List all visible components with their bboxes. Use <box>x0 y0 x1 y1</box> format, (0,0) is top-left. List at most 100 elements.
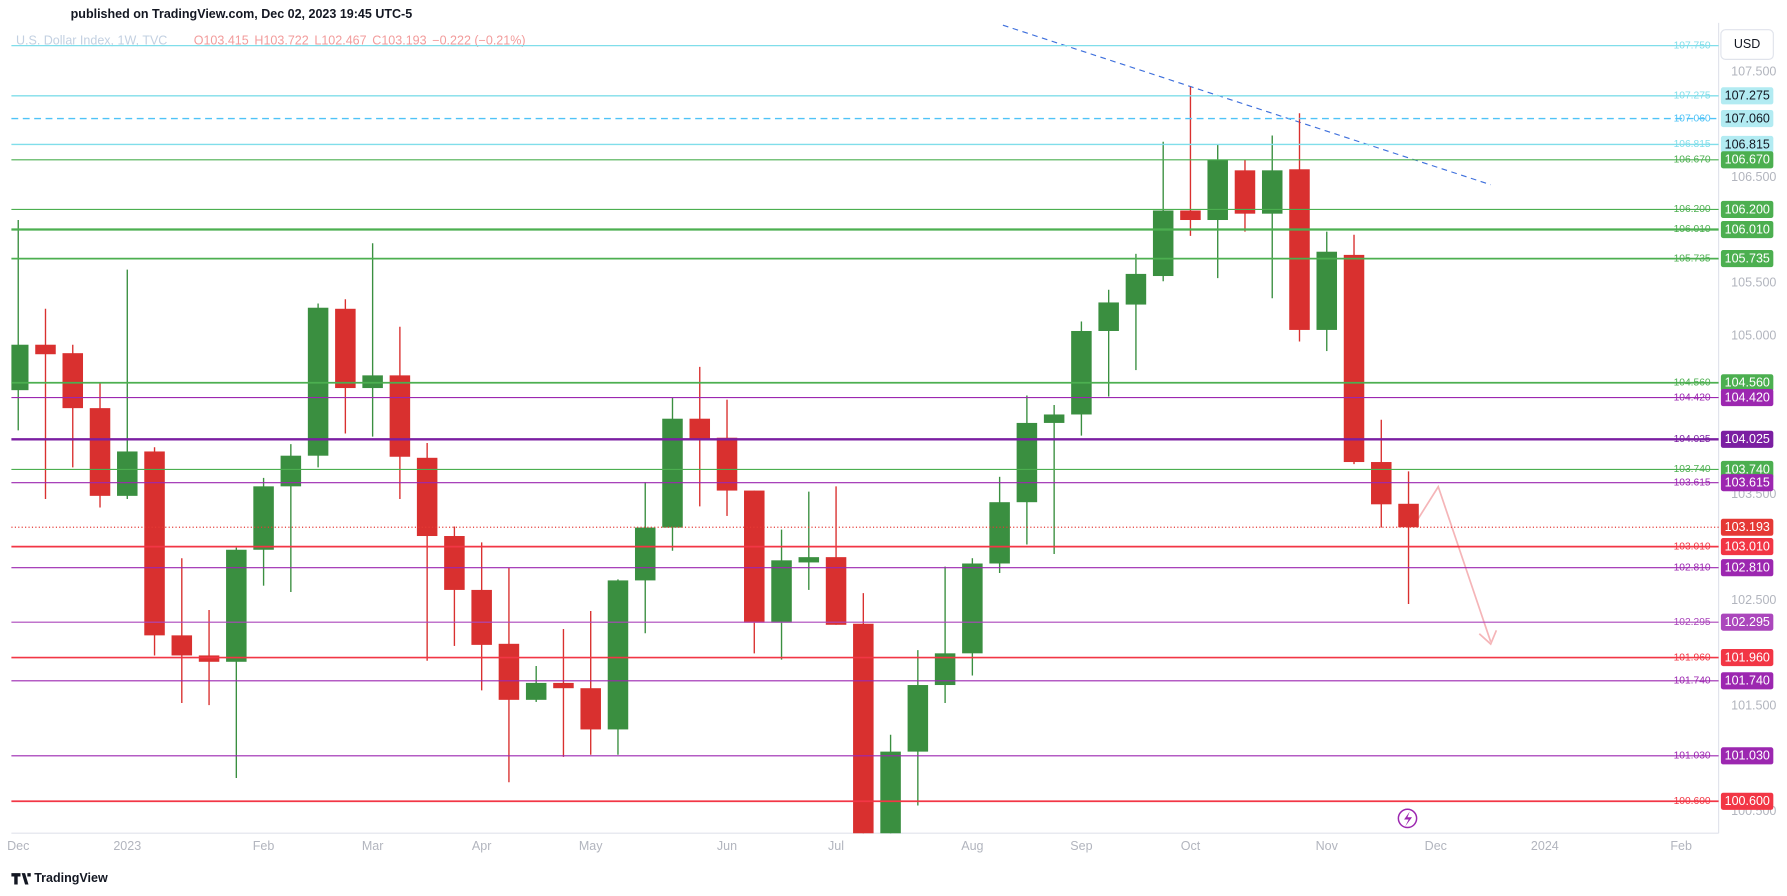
candle-body <box>1016 422 1038 503</box>
level-label: 101.960 <box>1674 652 1711 663</box>
price-badge-label: 102.810 <box>1725 561 1770 575</box>
legend-value: C103.193 <box>372 33 426 47</box>
price-badge <box>1720 374 1774 392</box>
candle-body <box>307 307 329 456</box>
candle-body <box>662 418 683 528</box>
price-badge <box>1720 559 1774 577</box>
candle-body <box>689 418 711 439</box>
event-icon[interactable] <box>1397 808 1418 829</box>
y-tick-label: 102.500 <box>1731 593 1776 607</box>
price-badge <box>1720 87 1774 105</box>
x-tick-label: Jun <box>717 839 737 853</box>
x-tick-label: Mar <box>362 839 384 853</box>
candle-body <box>117 451 138 496</box>
candle-body <box>607 580 629 730</box>
level-label: 106.815 <box>1674 139 1711 150</box>
candle-body <box>825 557 847 625</box>
price-badge <box>1720 389 1774 407</box>
arrow-head <box>1478 630 1498 646</box>
x-tick-label: Apr <box>472 839 491 853</box>
candle-body <box>335 308 356 389</box>
candle-body <box>389 375 411 457</box>
level-label: 106.200 <box>1674 204 1711 215</box>
x-tick-label: Dec <box>1425 839 1447 853</box>
y-tick-label: 105.000 <box>1731 329 1776 343</box>
x-tick-label: Sep <box>1070 839 1092 853</box>
candle-body <box>880 751 901 834</box>
currency-button[interactable] <box>1720 29 1774 60</box>
candle-body <box>144 451 165 636</box>
candle-body <box>253 486 274 550</box>
candle-body <box>1343 254 1365 463</box>
price-badge-label: 106.670 <box>1725 153 1770 167</box>
candle-body <box>1207 159 1228 221</box>
price-badge-label: 103.615 <box>1725 476 1770 490</box>
x-tick-label: Dec <box>7 839 29 853</box>
candle-body <box>1098 302 1119 331</box>
price-badge-label: 104.420 <box>1725 390 1770 404</box>
candle-body <box>171 635 193 656</box>
level-label: 104.420 <box>1674 392 1711 403</box>
candle-body <box>498 643 520 700</box>
price-badge-label: 106.815 <box>1725 137 1770 151</box>
currency-label: USD <box>1734 37 1760 51</box>
candle-body <box>1071 330 1092 415</box>
price-badge <box>1720 135 1774 153</box>
legend-symbol: U.S. Dollar Index, 1W, TVC <box>16 33 167 47</box>
y-tick-label: 107.500 <box>1731 64 1776 78</box>
candle-body <box>444 536 465 590</box>
x-tick-label: Jul <box>828 839 844 853</box>
candle-body <box>553 682 574 689</box>
level-label: 100.600 <box>1674 796 1711 807</box>
candle-body <box>471 589 492 645</box>
level-label: 104.025 <box>1674 434 1711 445</box>
level-label: 105.735 <box>1674 253 1711 264</box>
candle-body <box>1234 170 1256 214</box>
level-label: 107.275 <box>1674 91 1711 102</box>
candle-body <box>634 527 656 581</box>
candle-body <box>1180 210 1201 221</box>
logo-mark <box>11 873 31 885</box>
level-label: 107.060 <box>1674 113 1711 124</box>
candle-body <box>934 653 956 686</box>
level-label: 104.560 <box>1674 377 1711 388</box>
candle-body <box>1125 273 1147 305</box>
price-badge <box>1720 792 1774 810</box>
candle-body <box>962 563 983 654</box>
price-badge-label: 105.735 <box>1725 251 1770 265</box>
price-badge-label: 103.740 <box>1725 462 1770 476</box>
x-tick-label: May <box>579 839 603 853</box>
price-badge-label: 107.060 <box>1725 111 1770 125</box>
candle-body <box>1152 210 1174 277</box>
price-badge <box>1720 613 1774 631</box>
candle-body <box>716 437 738 491</box>
price-badge <box>1720 518 1774 536</box>
x-tick-label: 2024 <box>1531 839 1559 853</box>
candle-body <box>907 685 929 752</box>
level-label: 102.810 <box>1674 562 1711 573</box>
x-tick-label: Feb <box>1670 839 1692 853</box>
level-label: 106.010 <box>1674 224 1711 235</box>
legend: U.S. Dollar Index, 1W, TVC O103.415 H103.… <box>16 33 526 47</box>
price-badge-label: 101.960 <box>1725 650 1770 664</box>
price-badge <box>1720 649 1774 667</box>
price-badge <box>1720 672 1774 690</box>
candle-body <box>362 375 383 389</box>
candle-body <box>771 560 792 623</box>
level-label: 101.030 <box>1674 751 1711 762</box>
x-tick-label: Aug <box>961 839 983 853</box>
level-label: 103.615 <box>1674 477 1711 488</box>
x-tick-label: 2023 <box>113 839 141 853</box>
level-label: 103.740 <box>1674 464 1711 475</box>
price-badge-label: 103.193 <box>1725 520 1770 534</box>
price-badge-label: 101.740 <box>1725 674 1770 688</box>
level-label: 102.295 <box>1674 617 1711 628</box>
price-badge <box>1720 220 1774 239</box>
published-note: published on TradingView.com, Dec 02, 20… <box>71 7 413 21</box>
projection-arrow <box>1412 484 1492 643</box>
x-tick-label: Feb <box>253 839 275 853</box>
price-badge-label: 104.560 <box>1725 376 1770 390</box>
